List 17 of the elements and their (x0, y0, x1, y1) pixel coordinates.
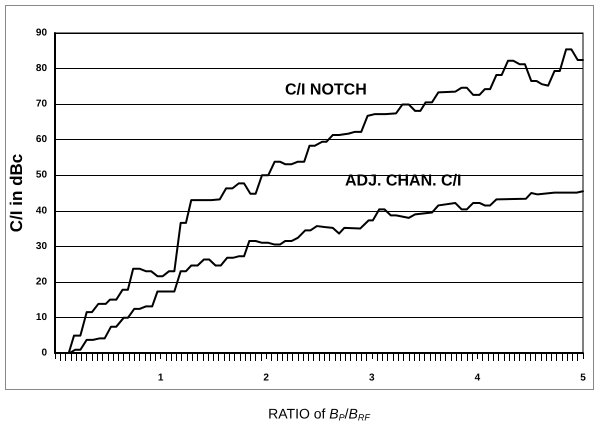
x-tick-label: 3 (369, 372, 376, 384)
y-tick-label: 70 (36, 98, 48, 110)
y-tick-label: 60 (36, 134, 48, 146)
x-tick-label: 4 (474, 372, 481, 384)
y-tick-label: 50 (36, 170, 48, 181)
x-tick-label: 2 (263, 372, 270, 384)
y-tick-label: 40 (36, 205, 48, 216)
x-tick-label: 5 (580, 372, 586, 384)
y-tick-label: 80 (36, 63, 48, 74)
y-tick-label: 0 (41, 348, 48, 358)
y-tick-label: 90 (36, 28, 48, 38)
x-tick-label: 1 (158, 372, 164, 384)
y-tick-label: 10 (36, 312, 48, 323)
y-tick-label: 20 (36, 276, 48, 288)
series-label: C/I NOTCH (285, 82, 367, 98)
y-tick-label: 30 (36, 240, 48, 252)
y-axis-title: C/I in dBc (7, 154, 26, 232)
